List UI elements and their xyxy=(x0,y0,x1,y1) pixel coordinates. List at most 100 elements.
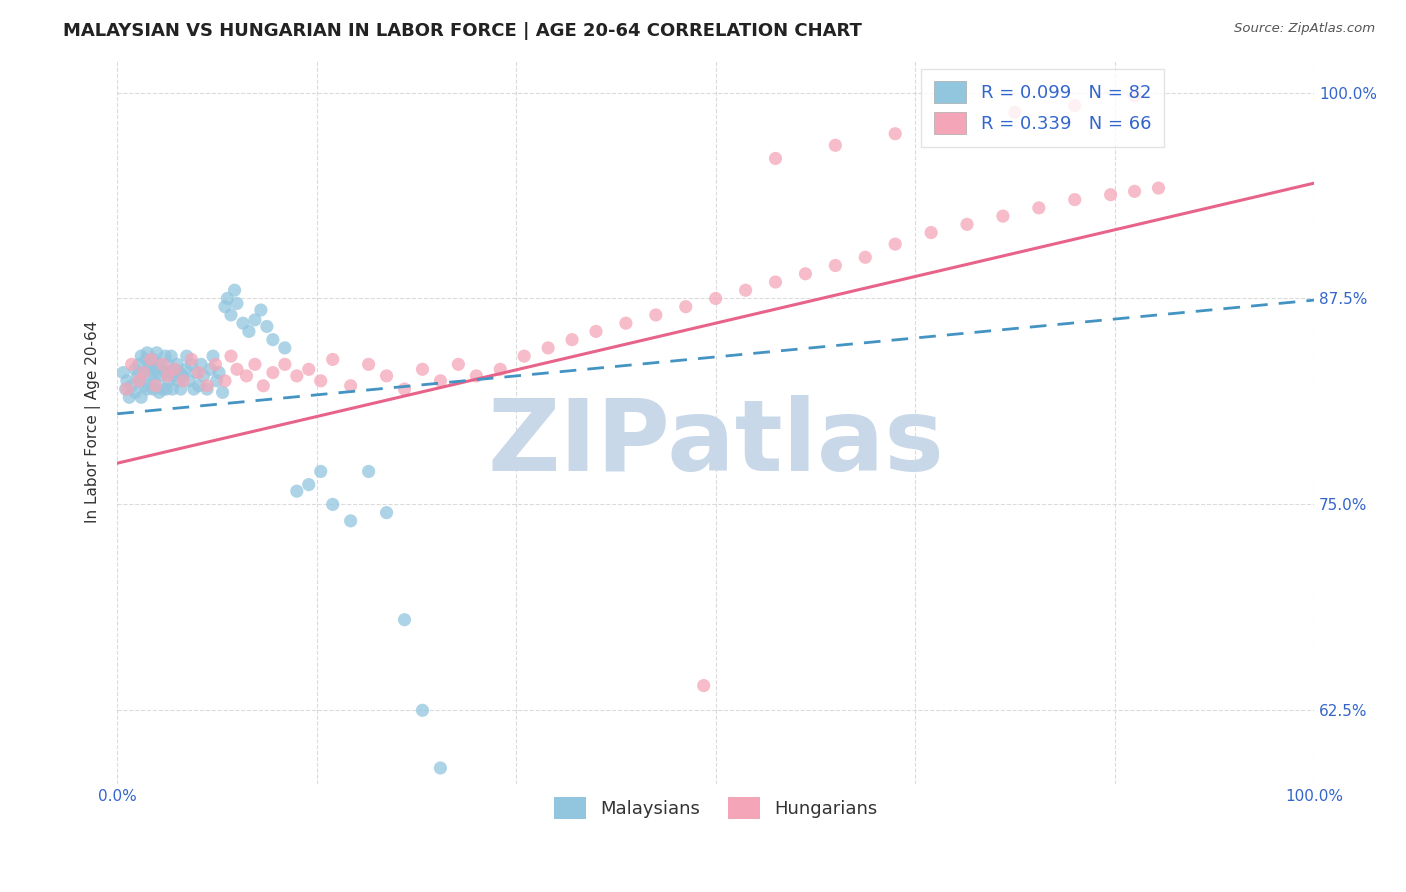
Point xyxy=(734,283,756,297)
Point xyxy=(920,226,942,240)
Point xyxy=(411,362,433,376)
Point xyxy=(561,333,583,347)
Point xyxy=(217,292,239,306)
Point xyxy=(465,368,488,383)
Point xyxy=(195,378,218,392)
Point xyxy=(219,349,242,363)
Point xyxy=(124,385,146,400)
Point xyxy=(339,378,361,392)
Point xyxy=(411,703,433,717)
Point xyxy=(148,357,170,371)
Point xyxy=(187,378,209,392)
Point xyxy=(357,357,380,371)
Point xyxy=(186,366,208,380)
Point xyxy=(139,368,162,383)
Point xyxy=(190,357,212,371)
Point xyxy=(375,368,398,383)
Point xyxy=(142,352,165,367)
Point xyxy=(150,362,173,376)
Point xyxy=(285,368,308,383)
Point xyxy=(139,352,162,367)
Point xyxy=(148,385,170,400)
Point xyxy=(243,313,266,327)
Point xyxy=(644,308,666,322)
Point xyxy=(1028,201,1050,215)
Point xyxy=(704,292,727,306)
Point xyxy=(339,514,361,528)
Point xyxy=(145,362,167,376)
Point xyxy=(121,357,143,371)
Point xyxy=(149,368,172,383)
Point xyxy=(235,368,257,383)
Point xyxy=(135,352,157,367)
Point xyxy=(142,382,165,396)
Point xyxy=(176,349,198,363)
Point xyxy=(1063,193,1085,207)
Legend: Malaysians, Hungarians: Malaysians, Hungarians xyxy=(547,789,884,826)
Point xyxy=(765,152,787,166)
Point xyxy=(252,378,274,392)
Point xyxy=(794,267,817,281)
Point xyxy=(187,366,209,380)
Point xyxy=(204,357,226,371)
Point xyxy=(180,357,202,371)
Point xyxy=(232,316,254,330)
Point xyxy=(193,368,215,383)
Point xyxy=(124,362,146,376)
Point xyxy=(322,497,344,511)
Text: Source: ZipAtlas.com: Source: ZipAtlas.com xyxy=(1234,22,1375,36)
Point xyxy=(394,382,416,396)
Point xyxy=(138,362,160,376)
Point xyxy=(256,319,278,334)
Point xyxy=(129,390,152,404)
Point xyxy=(262,366,284,380)
Point xyxy=(118,390,141,404)
Point xyxy=(143,374,166,388)
Text: ZIPatlas: ZIPatlas xyxy=(488,395,943,492)
Point xyxy=(134,378,156,392)
Point xyxy=(884,237,907,252)
Point xyxy=(309,374,332,388)
Point xyxy=(163,362,186,376)
Point xyxy=(943,115,966,129)
Point xyxy=(429,761,451,775)
Point xyxy=(166,357,188,371)
Point xyxy=(157,374,180,388)
Point xyxy=(991,209,1014,223)
Point xyxy=(214,300,236,314)
Point xyxy=(956,217,979,231)
Point xyxy=(1063,99,1085,113)
Point xyxy=(243,357,266,371)
Point xyxy=(153,349,176,363)
Point xyxy=(160,349,183,363)
Point xyxy=(226,362,249,376)
Point xyxy=(167,374,190,388)
Point xyxy=(169,366,191,380)
Point xyxy=(214,374,236,388)
Point xyxy=(675,300,697,314)
Point xyxy=(1099,187,1122,202)
Point xyxy=(170,382,193,396)
Point xyxy=(127,368,149,383)
Point xyxy=(298,477,321,491)
Point xyxy=(614,316,637,330)
Point xyxy=(298,362,321,376)
Point xyxy=(274,341,297,355)
Point xyxy=(375,506,398,520)
Point xyxy=(1147,181,1170,195)
Point xyxy=(174,362,197,376)
Point xyxy=(262,333,284,347)
Point xyxy=(429,374,451,388)
Point xyxy=(489,362,512,376)
Point xyxy=(205,374,228,388)
Point xyxy=(513,349,536,363)
Point xyxy=(136,382,159,396)
Point xyxy=(115,374,138,388)
Point xyxy=(238,325,260,339)
Point xyxy=(537,341,560,355)
Text: MALAYSIAN VS HUNGARIAN IN LABOR FORCE | AGE 20-64 CORRELATION CHART: MALAYSIAN VS HUNGARIAN IN LABOR FORCE | … xyxy=(63,22,862,40)
Point xyxy=(153,366,176,380)
Point xyxy=(1123,88,1146,103)
Point xyxy=(145,378,167,392)
Point xyxy=(693,679,716,693)
